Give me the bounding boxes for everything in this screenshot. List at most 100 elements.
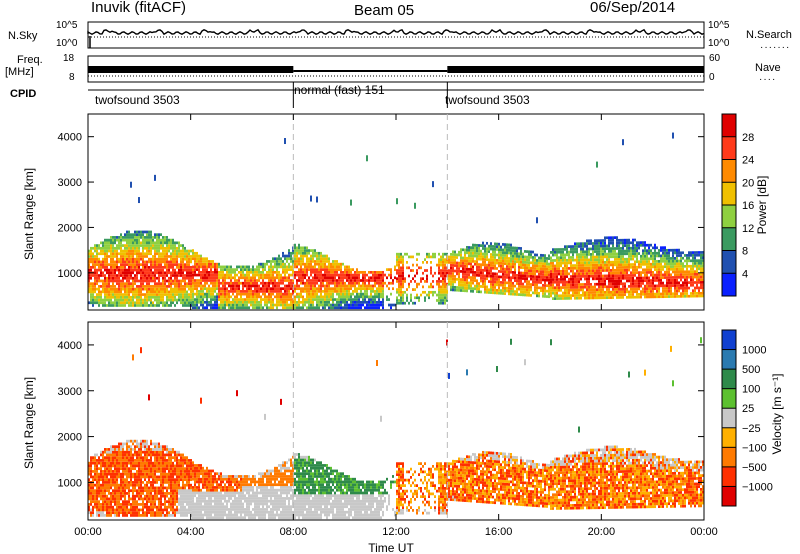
power-echo-cell (670, 292, 672, 296)
power-echo-cell (190, 290, 192, 294)
power-echo-cell (174, 285, 176, 288)
power-echo-cell (184, 304, 186, 307)
power-echo-cell (516, 287, 518, 291)
power-echo-cell (608, 296, 610, 299)
power-echo-cell (536, 259, 538, 262)
power-echo-cell (372, 273, 374, 277)
power-echo-cell (504, 267, 506, 271)
power-echo-cell (280, 265, 282, 269)
power-echo-cell (214, 270, 216, 274)
power-echo-cell (604, 236, 606, 240)
power-echo-cell (334, 287, 336, 291)
power-echo-cell (226, 276, 228, 280)
power-echo-cell (358, 295, 360, 299)
cpid-segment-1: twofsound 3503 (95, 93, 180, 107)
power-echo-cell (126, 263, 128, 266)
power-echo-cell (196, 257, 198, 261)
power-echo-cell (160, 271, 162, 275)
power-echo-cell (378, 281, 380, 285)
power-echo-cell (476, 282, 478, 285)
power-echo-cell (576, 261, 578, 265)
power-echo-cell (232, 298, 234, 301)
power-echo-cell (122, 249, 124, 253)
power-echo-cell (468, 267, 470, 271)
power-echo-cell (118, 293, 120, 296)
power-echo-cell (630, 249, 632, 253)
power-echo-cell (554, 250, 556, 254)
power-echo-cell (282, 292, 284, 296)
power-echo-cell (140, 298, 142, 302)
power-echo-cell (90, 276, 92, 280)
power-echo-cell (166, 263, 168, 266)
power-echo-cell (346, 279, 348, 282)
power-echo-cell (102, 304, 104, 307)
power-echo-cell (210, 281, 212, 285)
power-echo-cell (676, 292, 678, 296)
power-echo-cell (316, 279, 318, 282)
power-echo-cell (138, 252, 140, 256)
power-echo-cell (588, 258, 590, 262)
nsearch-label: N.Search (746, 29, 792, 41)
power-echo-cell (242, 298, 244, 301)
power-echo-cell (90, 249, 92, 253)
power-echo-cell (364, 298, 366, 301)
power-echo-cell (96, 252, 98, 256)
power-echo-cell (94, 263, 96, 266)
power-echo-cell (210, 273, 212, 277)
power-echo-cell (596, 258, 598, 262)
power-echo-cell (592, 263, 594, 267)
power-echo-cell (144, 268, 146, 272)
power-echo-cell (398, 277, 400, 281)
power-echo-cell (298, 246, 300, 250)
power-echo-cell (590, 258, 592, 262)
power-echo-cell (156, 238, 158, 242)
power-echo-cell (170, 241, 172, 245)
power-echo-cell (124, 287, 126, 291)
power-echo-cell (206, 292, 208, 296)
power-echo-cell (460, 278, 462, 281)
power-echo-cell (636, 252, 638, 255)
power-echo-cell (660, 295, 662, 299)
power-echo-cell (632, 263, 634, 266)
power-echo-cell (582, 283, 584, 286)
power-echo-cell (236, 281, 238, 285)
power-echo-cell (330, 273, 332, 277)
power-echo-cell (162, 260, 164, 264)
power-echo-cell (626, 287, 628, 291)
power-echo-cell (246, 273, 248, 277)
power-echo-cell (510, 270, 512, 274)
power-echo-cell (124, 295, 126, 299)
power-echo-cell (410, 293, 412, 297)
power-echo-cell (266, 298, 268, 301)
power-echo-cell (442, 274, 444, 278)
power-echo-cell (680, 270, 682, 274)
power-echo-cell (210, 265, 212, 269)
power-echo-cell (584, 269, 586, 273)
power-echo-cell (654, 279, 656, 282)
power-echo-cell (500, 289, 502, 292)
power-echo-cell (168, 246, 170, 250)
power-echo-cell (208, 292, 210, 296)
power-echo-cell (352, 276, 354, 280)
power-echo-cell (160, 282, 162, 286)
power-echo-cell (340, 270, 342, 274)
power-echo-cell (162, 287, 164, 291)
power-echo-cell (90, 257, 92, 261)
power-echo-cell (122, 257, 124, 261)
power-echo-cell (278, 254, 280, 258)
power-echo-cell (550, 278, 552, 281)
power-echo-cell (188, 260, 190, 264)
power-echo-cell (456, 288, 458, 292)
power-echo-cell (494, 291, 496, 295)
power-echo-cell (626, 263, 628, 267)
power-echo-cell (102, 252, 104, 256)
power-echo-cell (198, 268, 200, 271)
power-echo-cell (122, 304, 124, 307)
power-echo-cell (200, 303, 202, 307)
power-echo-cell (116, 236, 118, 239)
power-echo-cell (124, 298, 126, 302)
power-echo-cell (174, 246, 176, 250)
power-echo-cell (440, 263, 442, 267)
power-echo-cell (104, 241, 106, 245)
power-echo-cell (332, 298, 334, 301)
